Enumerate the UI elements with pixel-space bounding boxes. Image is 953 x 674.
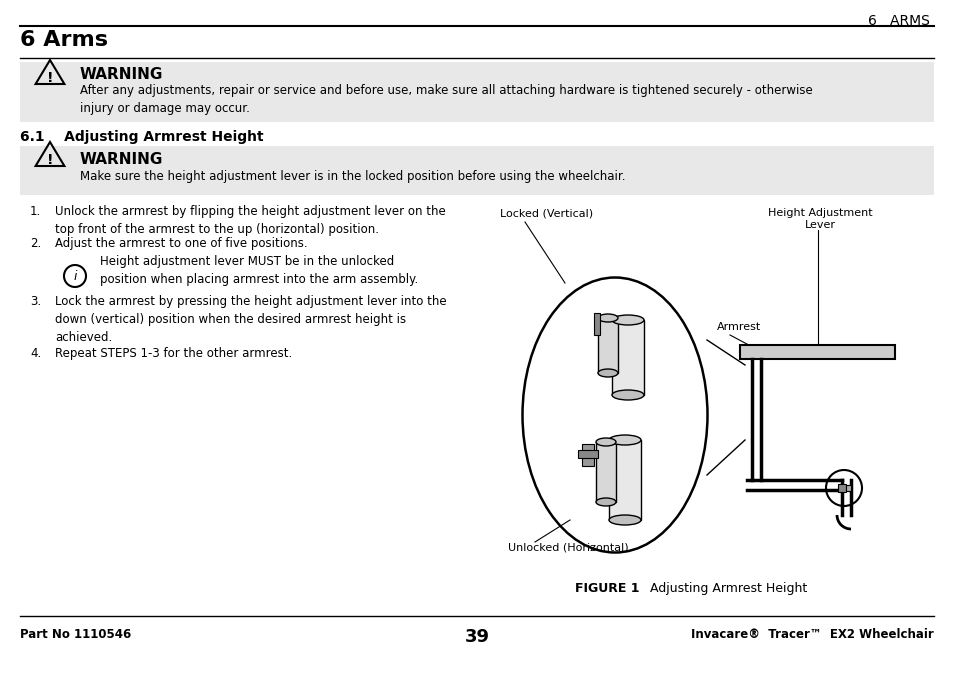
Text: Unlock the armrest by flipping the height adjustment lever on the
top front of t: Unlock the armrest by flipping the heigh… [55, 205, 445, 236]
Text: FIGURE 1: FIGURE 1 [575, 582, 639, 595]
Text: Make sure the height adjustment lever is in the locked position before using the: Make sure the height adjustment lever is… [80, 170, 625, 183]
Text: 1.: 1. [30, 205, 41, 218]
Text: Unlocked (Horizontal): Unlocked (Horizontal) [507, 542, 628, 552]
Bar [578, 450, 598, 458]
Text: 3.: 3. [30, 295, 41, 308]
Bar [596, 442, 616, 502]
Text: Lock the armrest by pressing the height adjustment lever into the
down (vertical: Lock the armrest by pressing the height … [55, 295, 446, 344]
Text: Repeat STEPS 1-3 for the other armrest.: Repeat STEPS 1-3 for the other armrest. [55, 347, 292, 360]
Ellipse shape [596, 438, 616, 446]
Text: 39: 39 [464, 628, 489, 646]
Text: Height adjustment lever MUST be in the unlocked
position when placing armrest in: Height adjustment lever MUST be in the u… [100, 255, 417, 286]
Ellipse shape [598, 314, 618, 322]
Ellipse shape [608, 435, 640, 445]
Bar [837, 484, 845, 492]
Text: 6.1    Adjusting Armrest Height: 6.1 Adjusting Armrest Height [20, 130, 263, 144]
Text: 4.: 4. [30, 347, 41, 360]
Text: Armrest: Armrest [717, 322, 760, 332]
Text: 2.: 2. [30, 237, 41, 250]
Text: 6   ARMS: 6 ARMS [867, 14, 929, 28]
Bar [612, 320, 643, 395]
Text: 6 Arms: 6 Arms [20, 30, 108, 50]
Text: Adjusting Armrest Height: Adjusting Armrest Height [634, 582, 806, 595]
Text: After any adjustments, repair or service and before use, make sure all attaching: After any adjustments, repair or service… [80, 84, 812, 115]
Ellipse shape [612, 315, 643, 325]
Bar [598, 318, 618, 373]
Bar [845, 485, 850, 491]
Text: !: ! [47, 152, 53, 166]
Text: Part No 1110546: Part No 1110546 [20, 628, 132, 641]
Text: WARNING: WARNING [80, 152, 163, 167]
Ellipse shape [596, 498, 616, 506]
Ellipse shape [598, 369, 618, 377]
Text: Locked (Vertical): Locked (Vertical) [499, 208, 593, 218]
Bar [594, 313, 599, 335]
Bar [581, 444, 594, 466]
Text: WARNING: WARNING [80, 67, 163, 82]
Ellipse shape [612, 390, 643, 400]
Bar [740, 345, 894, 359]
Bar [20, 146, 933, 195]
Text: i: i [73, 270, 76, 282]
Text: Adjust the armrest to one of five positions.: Adjust the armrest to one of five positi… [55, 237, 307, 250]
Bar [608, 440, 640, 520]
Text: Height Adjustment
Lever: Height Adjustment Lever [767, 208, 871, 230]
Text: !: ! [47, 71, 53, 85]
Bar [20, 62, 933, 122]
Ellipse shape [608, 515, 640, 525]
Text: Invacare®  Tracer™  EX2 Wheelchair: Invacare® Tracer™ EX2 Wheelchair [691, 628, 933, 641]
